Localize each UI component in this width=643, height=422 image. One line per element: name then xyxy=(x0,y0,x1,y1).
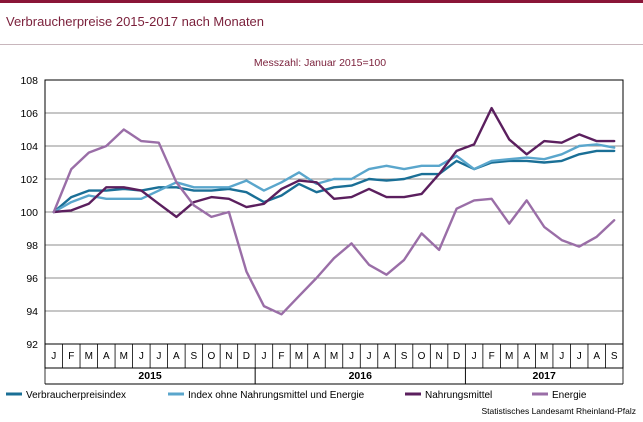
x-tick-label: F xyxy=(489,351,495,362)
y-tick-label: 98 xyxy=(26,240,38,252)
x-tick-label: J xyxy=(156,351,161,362)
series-line-3 xyxy=(52,106,616,219)
year-label: 2015 xyxy=(138,370,162,382)
x-tick-label: M xyxy=(505,351,513,362)
year-label: 2017 xyxy=(533,370,557,382)
x-tick-label: M xyxy=(85,351,93,362)
x-tick-label: J xyxy=(559,351,564,362)
x-tick-label: A xyxy=(523,351,530,362)
x-tick-label: O xyxy=(208,351,216,362)
x-tick-label: M xyxy=(120,351,128,362)
legend-label: Index ohne Nahrungsmittel und Energie xyxy=(188,390,365,401)
x-tick-label: M xyxy=(295,351,303,362)
y-tick-label: 94 xyxy=(26,306,38,318)
series-lines xyxy=(52,106,616,316)
top-accent-bar xyxy=(0,0,643,3)
x-tick-label: J xyxy=(349,351,354,362)
x-tick-label: J xyxy=(367,351,372,362)
series-line-4 xyxy=(52,128,616,316)
series-line-2 xyxy=(52,143,616,214)
source-note: Statistisches Landesamt Rheinland-Pfalz xyxy=(482,406,637,416)
x-tick-label: A xyxy=(383,351,390,362)
x-tick-label: N xyxy=(225,351,232,362)
x-tick-label: A xyxy=(593,351,600,362)
x-tick-label: F xyxy=(278,351,284,362)
x-tick-label: A xyxy=(173,351,180,362)
title-divider xyxy=(0,44,643,45)
legend-label: Nahrungsmittel xyxy=(425,390,492,401)
y-tick-label: 100 xyxy=(20,207,38,219)
y-tick-label: 92 xyxy=(26,339,38,351)
x-tick-label: J xyxy=(472,351,477,362)
legend-label: Energie xyxy=(552,390,587,401)
x-tick-label: J xyxy=(51,351,56,362)
y-tick-label: 102 xyxy=(20,174,38,186)
x-tick-label: N xyxy=(435,351,442,362)
y-tick-label: 108 xyxy=(20,75,38,87)
legend-label: Verbraucherpreisindex xyxy=(26,390,126,401)
x-tick-label: S xyxy=(191,351,198,362)
chart-subtitle: Messzahl: Januar 2015=100 xyxy=(254,57,386,69)
x-tick-label: D xyxy=(453,351,460,362)
gridlines xyxy=(45,79,623,345)
x-tick-label: S xyxy=(401,351,408,362)
page-title: Verbraucherpreise 2015-2017 nach Monaten xyxy=(6,14,265,29)
x-tick-label: O xyxy=(418,351,426,362)
x-tick-label: A xyxy=(103,351,110,362)
x-tick-label: D xyxy=(243,351,250,362)
series-line-1 xyxy=(52,149,616,214)
x-tick-label: F xyxy=(68,351,74,362)
x-tick-label: J xyxy=(577,351,582,362)
y-tick-label: 104 xyxy=(20,141,38,153)
y-tick-label: 106 xyxy=(20,108,38,120)
x-tick-label: M xyxy=(330,351,338,362)
x-tick-label: J xyxy=(261,351,266,362)
legend: Verbraucherpreisindex Index ohne Nahrungs… xyxy=(6,390,587,401)
x-tick-label: A xyxy=(313,351,320,362)
x-tick-label: J xyxy=(139,351,144,362)
year-label: 2016 xyxy=(349,370,373,382)
x-tick-label: M xyxy=(540,351,548,362)
y-tick-label: 96 xyxy=(26,273,38,285)
x-tick-label: S xyxy=(611,351,618,362)
